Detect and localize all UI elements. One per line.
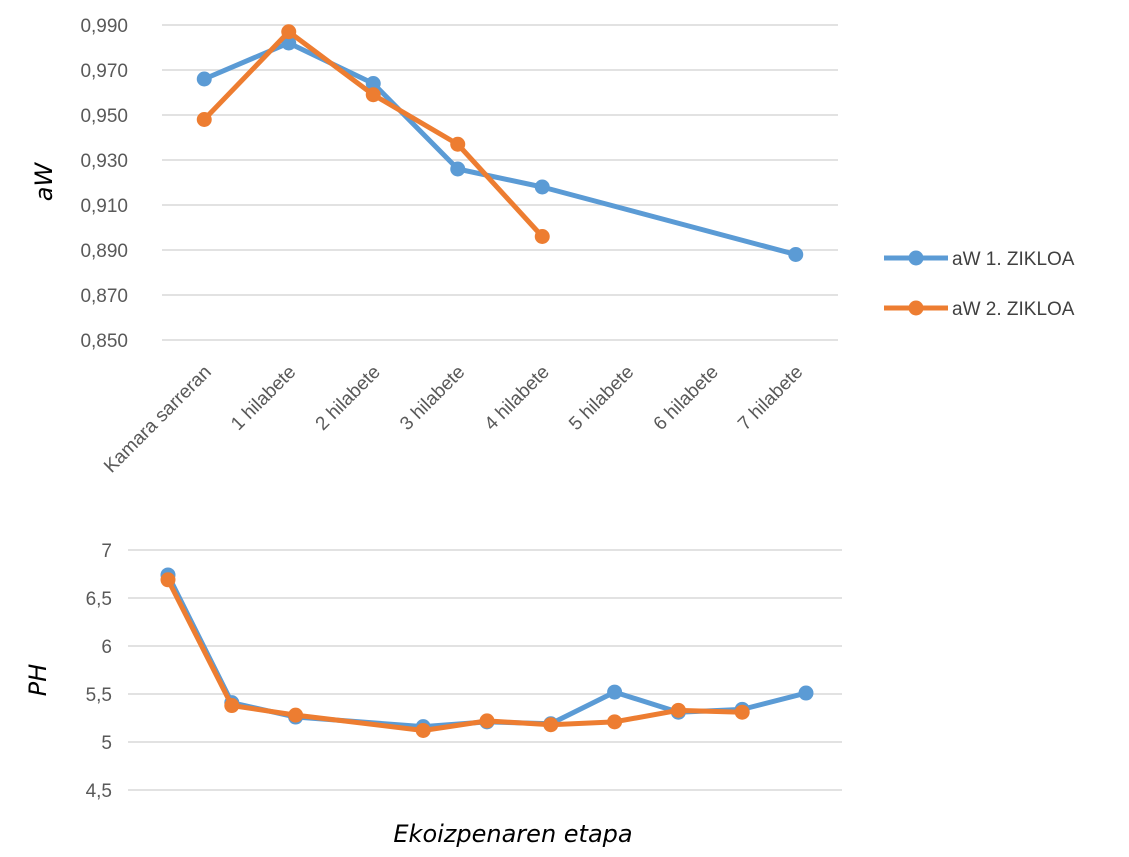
aw-y-tick-label: 0,890 — [80, 241, 128, 262]
aw-x-tick-label: Kamara sarreran — [100, 362, 216, 478]
aw-y-tick-label: 0,930 — [80, 151, 128, 172]
ph-series-2-point — [160, 572, 176, 588]
aw-x-tick-label: 2 hilabete — [312, 362, 385, 435]
aw-x-tick-label: 3 hilabete — [396, 362, 469, 435]
ph-chart: 4,5 5 5,5 6 6,5 7 PH — [24, 541, 842, 802]
aw-series-2-point — [365, 87, 381, 103]
aw-series-1-point — [365, 76, 381, 91]
ph-series-2-point — [734, 704, 750, 720]
aw-series-2-point — [281, 24, 297, 40]
aw-y-tick-label: 0,950 — [80, 106, 128, 127]
ph-series-2-point — [543, 717, 559, 733]
aw-y-tick-label: 0,910 — [80, 196, 128, 217]
ph-y-tick-label: 6 — [101, 637, 112, 658]
aw-x-tick-label: 5 hilabete — [565, 362, 638, 435]
aw-series-2-point — [534, 229, 550, 244]
aw-x-tick-label: 6 hilabete — [650, 362, 723, 435]
legend: aW 1. ZIKLOA aW 2. ZIKLOA — [884, 249, 1075, 320]
ph-y-tick-label: 4,5 — [86, 781, 112, 802]
ph-series-2-point — [479, 713, 495, 729]
aw-y-tick-label: 0,850 — [80, 331, 128, 352]
ph-series-2-point — [224, 698, 240, 714]
aw-series-1-point — [281, 35, 297, 51]
ph-y-tick-label: 5 — [101, 733, 112, 754]
legend-swatch-marker — [908, 250, 924, 266]
aw-series-2-point — [450, 136, 466, 152]
x-axis-title: Ekoizpenaren etapa — [393, 820, 632, 848]
aw-chart: 0,850 0,870 0,890 0,910 0,930 0,950 0,970 0,990… — [30, 16, 838, 477]
aw-y-tick-label: 0,970 — [80, 61, 128, 82]
ph-series-2-point — [288, 707, 304, 723]
ph-y-axis-title: PH — [24, 664, 52, 697]
ph-y-tick-label: 5,5 — [86, 685, 112, 706]
ph-series-2-point — [415, 722, 431, 738]
legend-entry-label: aW 1. ZIKLOA — [952, 249, 1075, 270]
legend-entry-label: aW 2. ZIKLOA — [952, 299, 1075, 320]
aw-series-1-point — [788, 247, 804, 262]
ph-series-2-point — [607, 714, 623, 730]
ph-y-tick-label: 7 — [101, 541, 112, 562]
aw-x-tick-label: 4 hilabete — [481, 362, 554, 435]
aw-y-tick-label: 0,870 — [80, 286, 128, 307]
ph-series-2-point — [670, 702, 686, 718]
ph-series-1-point — [607, 684, 623, 700]
ph-series-1-point — [798, 685, 814, 701]
aw-series-2-line — [201, 29, 545, 239]
aw-series-1-point — [450, 161, 466, 177]
ph-y-tick-label: 6,5 — [86, 589, 112, 610]
aw-series-2-point — [196, 112, 212, 127]
aw-series-1-point — [534, 179, 550, 195]
ph-series-2-line — [165, 577, 745, 733]
legend-swatch-marker — [908, 300, 924, 316]
aw-x-tick-label: 7 hilabete — [734, 362, 807, 435]
aw-series-1-line — [201, 40, 799, 257]
aw-series-1-point — [196, 71, 212, 87]
aw-y-tick-label: 0,990 — [80, 16, 128, 37]
aw-y-axis-title: aW — [30, 162, 58, 202]
aw-x-tick-label: 1 hilabete — [227, 362, 300, 435]
